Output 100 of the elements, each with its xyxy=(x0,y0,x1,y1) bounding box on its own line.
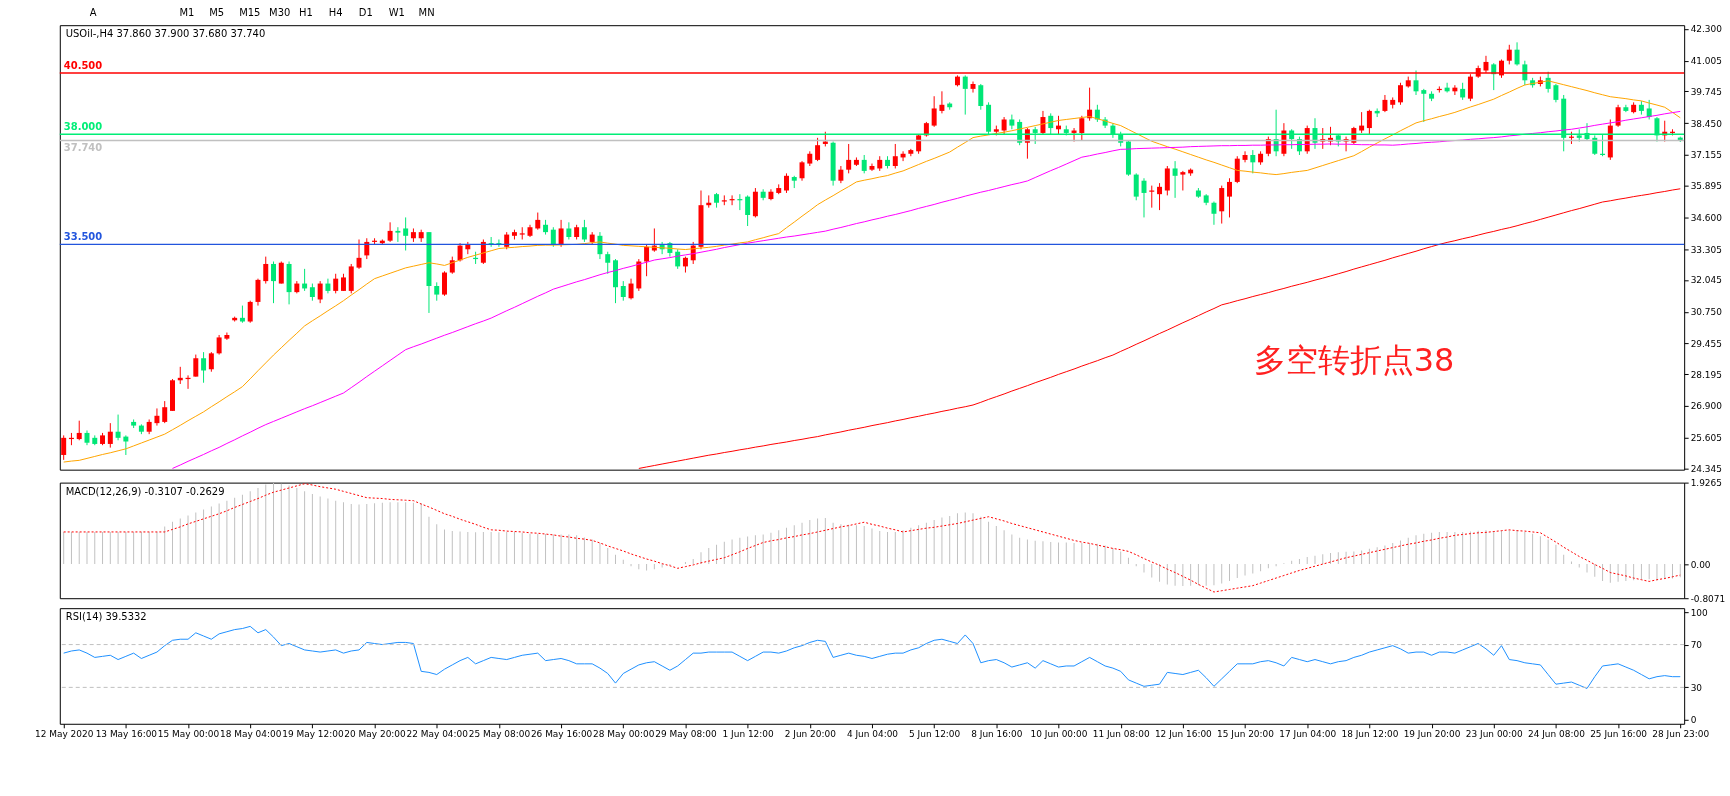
y-tick-label: 39.745 xyxy=(1690,86,1722,97)
candlestick xyxy=(1646,99,1652,120)
text: A xyxy=(89,7,97,19)
x-tick-label: 19 May 12:00 xyxy=(282,729,344,740)
candlestick xyxy=(278,261,284,285)
candlestick xyxy=(442,270,447,297)
text: M30 xyxy=(269,7,291,19)
text: H4 xyxy=(328,7,343,19)
candlestick xyxy=(201,351,207,384)
text: M1 xyxy=(179,7,195,19)
y-tick-label: 29.455 xyxy=(1690,338,1722,349)
ref-line-label: 38.000 xyxy=(63,121,103,133)
chart-title: USOil-,H4 37.860 37.900 37.680 37.740 xyxy=(65,28,266,40)
x-tick-label: 2 Jun 20:00 xyxy=(784,729,837,740)
y-tick-label: 34.600 xyxy=(1690,212,1723,223)
candlestick xyxy=(550,226,556,248)
y-tick-label: 33.305 xyxy=(1690,244,1722,255)
x-tick-label: 24 Jun 08:00 xyxy=(1527,729,1586,740)
y-tick-label: 70 xyxy=(1690,640,1703,651)
candlestick xyxy=(457,242,463,263)
x-tick-label: 18 Jun 12:00 xyxy=(1341,729,1399,740)
y-tick-label: 25.605 xyxy=(1690,433,1722,444)
candlestick xyxy=(939,90,945,114)
candlestick xyxy=(581,219,587,243)
x-tick-label: 15 Jun 20:00 xyxy=(1217,729,1275,740)
y-tick-label: 0.00 xyxy=(1690,559,1711,570)
chart-title: RSI(14) 39.5332 xyxy=(65,611,147,623)
x-tick-label: 13 May 16:00 xyxy=(95,729,158,740)
text: D1 xyxy=(358,7,373,19)
line-series xyxy=(63,483,1681,593)
x-tick-label: 19 Jun 20:00 xyxy=(1403,729,1461,740)
candlestick xyxy=(558,219,564,248)
candlestick xyxy=(1514,41,1520,67)
candlestick xyxy=(317,280,323,304)
y-tick-label: -0.8071 xyxy=(1690,593,1726,604)
candlestick xyxy=(1397,82,1403,106)
x-tick-label: 26 May 16:00 xyxy=(530,729,593,740)
candlestick xyxy=(1133,172,1139,201)
chart-title: MACD(12,26,9) -0.3107 -0.2629 xyxy=(65,485,225,497)
x-tick-label: 25 May 08:00 xyxy=(468,729,531,740)
candlestick xyxy=(333,273,339,294)
candlestick xyxy=(1413,70,1419,96)
candlestick xyxy=(799,160,805,182)
candlestick xyxy=(216,334,222,356)
candlestick xyxy=(208,351,214,373)
candlestick xyxy=(255,278,261,307)
y-tick-label: 32.045 xyxy=(1690,275,1722,286)
candlestick xyxy=(115,414,121,441)
text: M15 xyxy=(239,7,261,19)
candlestick xyxy=(815,137,821,162)
candlestick xyxy=(271,261,277,304)
candlestick xyxy=(846,143,852,174)
x-tick-label: 1 Jun 12:00 xyxy=(722,729,775,740)
candlestick xyxy=(628,278,634,300)
candlestick xyxy=(783,172,789,194)
candlestick xyxy=(861,154,867,174)
candlestick xyxy=(247,300,253,324)
y-tick-label: 30 xyxy=(1690,682,1703,693)
candlestick xyxy=(162,400,168,424)
y-tick-label: 100 xyxy=(1690,607,1709,618)
candlestick xyxy=(356,238,362,270)
text: M5 xyxy=(209,7,225,19)
ref-line-label: 33.500 xyxy=(63,231,103,243)
candlestick xyxy=(620,280,626,302)
y-tick-label: 42.300 xyxy=(1690,24,1723,35)
candlestick xyxy=(395,226,401,243)
candlestick xyxy=(403,216,409,251)
x-tick-label: 12 Jun 16:00 xyxy=(1154,729,1213,740)
y-tick-label: 30.750 xyxy=(1690,307,1723,318)
candlestick xyxy=(1211,201,1217,226)
candlestick xyxy=(1234,155,1240,184)
candlestick xyxy=(1172,160,1178,199)
annotation: 多空转折点38 xyxy=(1253,340,1455,379)
x-tick-label: 29 May 08:00 xyxy=(655,729,717,740)
candlestick xyxy=(931,95,937,128)
candlestick xyxy=(263,256,269,285)
candlestick xyxy=(1009,114,1015,130)
candlestick xyxy=(1180,170,1186,191)
candlestick xyxy=(605,251,611,275)
candlestick xyxy=(434,281,440,302)
y-tick-label: 1.9265 xyxy=(1690,478,1722,489)
y-tick-label: 28.195 xyxy=(1690,369,1722,380)
candlestick xyxy=(1421,88,1427,123)
y-tick-label: 26.900 xyxy=(1690,401,1723,412)
x-tick-label: 8 Jun 16:00 xyxy=(971,729,1023,740)
y-tick-label: 0 xyxy=(1690,714,1697,725)
x-tick-label: 22 May 04:00 xyxy=(406,729,469,740)
candlestick xyxy=(107,422,113,449)
x-tick-label: 28 May 00:00 xyxy=(593,729,655,740)
y-tick-label: 35.895 xyxy=(1690,181,1722,192)
candlestick xyxy=(1366,109,1372,135)
candlestick xyxy=(1359,111,1365,134)
candlestick xyxy=(1149,185,1155,209)
candlestick xyxy=(1164,165,1170,196)
candlestick xyxy=(978,83,984,111)
candlestick xyxy=(387,221,393,243)
text: MN xyxy=(418,7,435,19)
candlestick xyxy=(892,143,898,169)
x-tick-label: 11 Jun 08:00 xyxy=(1092,729,1150,740)
line-series xyxy=(63,625,1681,689)
